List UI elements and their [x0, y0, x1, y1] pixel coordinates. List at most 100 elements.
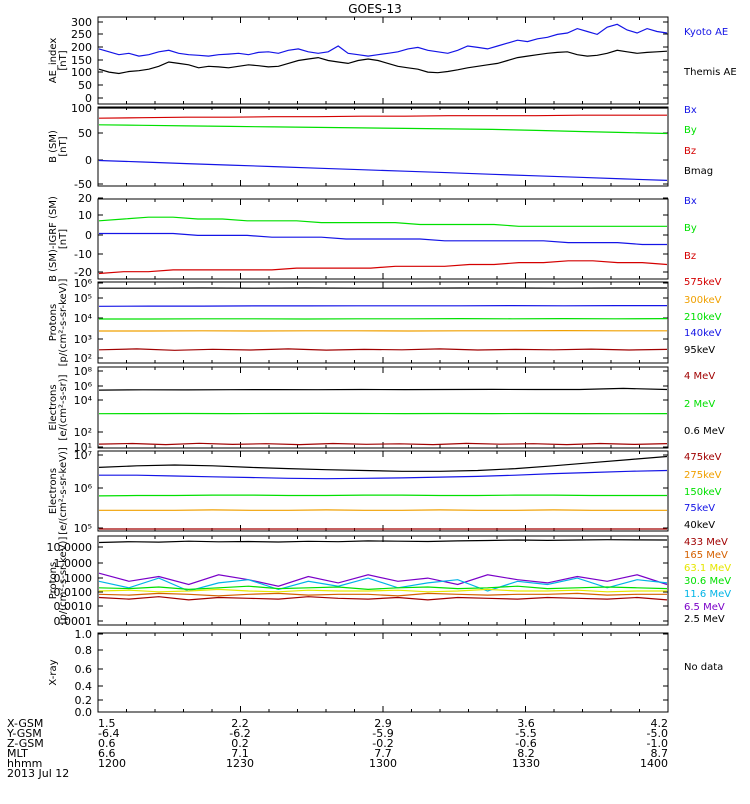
y-axis-label: [e/(cm²-s-sr)]	[58, 374, 69, 440]
y-tick-label: 10⁴	[74, 394, 93, 407]
y-tick-label: 1.0000	[54, 557, 93, 570]
y-tick-label: 10²	[74, 426, 92, 439]
panel-frame	[98, 633, 668, 712]
legend-entry: No data	[684, 662, 723, 673]
series-line-by	[99, 125, 667, 134]
y-tick-label: 10⁵	[74, 522, 92, 535]
ephemeris-table: X-GSMY-GSMZ-GSMMLThhmm1.5-6.40.66.612002…	[6, 717, 668, 770]
legend-entry: Themis AE	[683, 67, 737, 78]
series-line-kyoto-ae	[99, 24, 667, 56]
y-axis-label: [nT]	[58, 136, 69, 156]
y-axis-label: X-ray	[48, 659, 59, 685]
series-line-4-mev	[99, 443, 667, 444]
series-line-140kev	[99, 306, 667, 307]
y-tick-label: 10²	[74, 352, 92, 365]
legend-entry: 165 MeV	[684, 550, 728, 561]
y-axis-label: [e/(cm²-s-sr-keV)]	[58, 447, 69, 535]
legend-entry: 6.5 MeV	[684, 602, 725, 613]
legend-entry: 140keV	[684, 328, 722, 339]
series-line-150kev	[99, 495, 667, 496]
y-axis-label: [nT]	[58, 229, 69, 249]
y-tick-label: 0.4	[75, 680, 93, 693]
legend-entry: 2.5 MeV	[684, 614, 725, 625]
y-tick-label: 250	[71, 28, 92, 41]
y-tick-label: 10	[78, 209, 92, 222]
series-line-bx	[99, 234, 667, 245]
legend-entry: 433 MeV	[684, 537, 728, 548]
legend-entry: 63.1 MeV	[684, 563, 731, 574]
series-line-bz	[99, 261, 667, 274]
series-line-by	[99, 217, 667, 226]
y-tick-label: 10.0000	[47, 541, 93, 554]
legend-entry: Bx	[684, 105, 697, 116]
panel-electrons1: Electrons[e/(cm²-s-sr)]10⁸10⁶10⁴10²10¹4 …	[48, 365, 725, 454]
legend-entry: By	[684, 125, 697, 136]
legend-entry: Bz	[684, 146, 696, 157]
legend-entry: 2 MeV	[684, 399, 715, 410]
panel-frame	[98, 536, 668, 625]
y-tick-label: 50	[78, 79, 92, 92]
series-line-75kev	[99, 471, 667, 479]
legend-entry: 95keV	[684, 345, 715, 356]
series-line-165-mev	[99, 593, 667, 596]
legend-entry: 4 MeV	[684, 371, 715, 382]
panel-frame	[98, 282, 668, 363]
legend-entry: Bx	[684, 196, 697, 207]
legend-entry: 210keV	[684, 312, 722, 323]
y-tick-label: -50	[74, 178, 92, 191]
legend-entry: 300keV	[684, 295, 722, 306]
series-line-0.6-mev	[99, 388, 667, 390]
ephemeris-value: 1330	[512, 757, 540, 770]
legend-entry: 150keV	[684, 487, 722, 498]
y-axis-label: [p/(cm²-s-sr-keV)]	[58, 279, 69, 367]
ephemeris-value: 1200	[98, 757, 126, 770]
legend-entry: 575keV	[684, 277, 722, 288]
y-tick-label: 0.6	[75, 663, 93, 676]
legend-entry: 0.6 MeV	[684, 426, 725, 437]
series-line-bz	[99, 115, 667, 118]
panel-electrons2: Electrons[e/(cm²-s-sr-keV)]10⁷10⁶10⁵475k…	[48, 447, 722, 535]
series-line-575kev	[99, 349, 667, 350]
y-tick-label: 0.0001	[54, 615, 93, 628]
legend-entry: By	[684, 223, 697, 234]
y-tick-label: 10⁴	[74, 312, 93, 325]
y-tick-label: 0.0	[75, 706, 93, 719]
legend-entry: Bz	[684, 251, 696, 262]
legend-entry: Kyoto AE	[684, 27, 728, 38]
y-tick-label: 100	[71, 102, 92, 115]
legend-entry: 475keV	[684, 452, 722, 463]
ephemeris-value: 1300	[369, 757, 397, 770]
y-tick-label: 10⁵	[74, 292, 92, 305]
panel-frame	[98, 107, 668, 186]
legend-entry: 40keV	[684, 520, 715, 531]
series-line-63.1-mev	[99, 589, 667, 591]
y-tick-label: 0.0010	[54, 600, 93, 613]
panel-protons2: Protons[p/(cm²-s-sr-keV)]10.00001.00000.…	[47, 536, 732, 628]
y-tick-label: 10³	[74, 333, 92, 346]
legend-entry: 275keV	[684, 470, 722, 481]
y-tick-label: -10	[74, 248, 92, 261]
legend-entry: 75keV	[684, 503, 715, 514]
y-tick-label: 10⁸	[74, 365, 93, 378]
date-label: 2013 Jul 12	[7, 767, 69, 780]
y-axis-label: [nT]	[58, 50, 69, 70]
series-line-bx	[99, 161, 667, 181]
y-tick-label: 20	[78, 192, 92, 205]
y-tick-label: 10⁶	[74, 380, 93, 393]
legend-entry: 11.6 MeV	[684, 589, 731, 600]
y-tick-label: 50	[78, 127, 92, 140]
y-tick-label: 100	[71, 66, 92, 79]
y-tick-label: 10⁷	[74, 449, 92, 462]
ephemeris-value: 1400	[640, 757, 668, 770]
ephemeris-value: 1230	[226, 757, 254, 770]
panel-protons: Protons[p/(cm²-s-sr-keV)]10⁶10⁵10⁴10³10²…	[48, 277, 722, 366]
series-line-433-mev	[99, 597, 667, 600]
y-tick-label: 0.8	[75, 644, 93, 657]
